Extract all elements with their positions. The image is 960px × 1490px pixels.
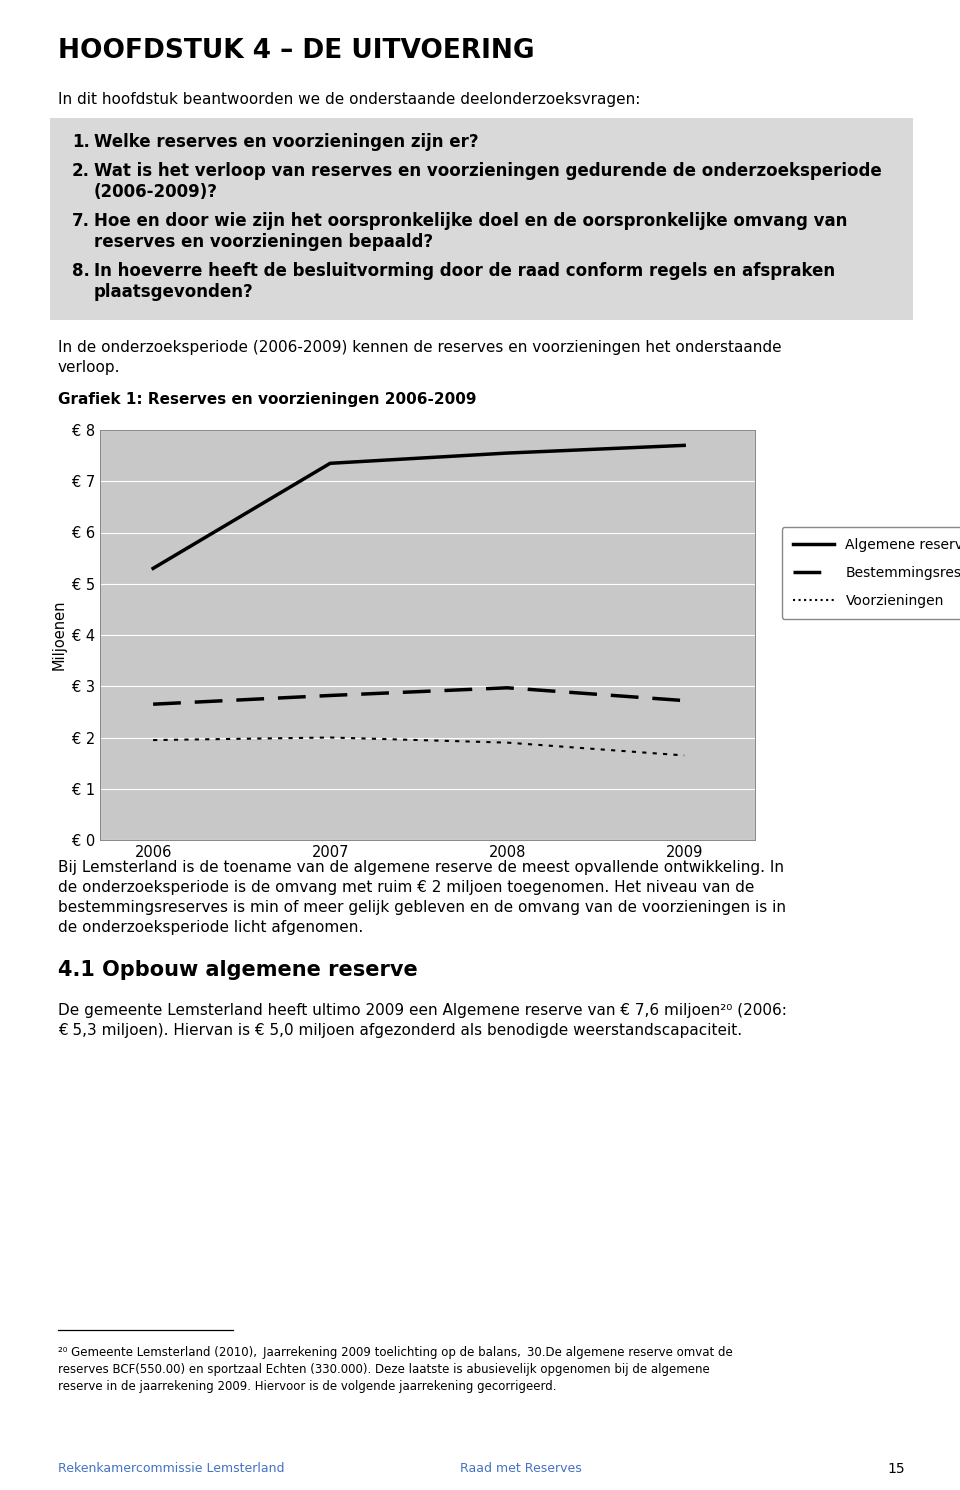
Text: In de onderzoeksperiode (2006-2009) kennen de reserves en voorzieningen het onde: In de onderzoeksperiode (2006-2009) kenn… — [58, 340, 781, 355]
Text: In hoeverre heeft de besluitvorming door de raad conform regels en afspraken: In hoeverre heeft de besluitvorming door… — [94, 262, 835, 280]
Text: 4.1 Opbouw algemene reserve: 4.1 Opbouw algemene reserve — [58, 960, 418, 980]
Text: de onderzoeksperiode licht afgenomen.: de onderzoeksperiode licht afgenomen. — [58, 919, 363, 936]
Text: 2.: 2. — [72, 162, 90, 180]
Text: reserves en voorzieningen bepaald?: reserves en voorzieningen bepaald? — [94, 232, 433, 250]
Text: Bij Lemsterland is de toename van de algemene reserve de meest opvallende ontwik: Bij Lemsterland is de toename van de alg… — [58, 860, 784, 875]
Legend: Algemene reserve, Bestemmingsreserve, Voorzieningen: Algemene reserve, Bestemmingsreserve, Vo… — [781, 527, 960, 620]
Text: de onderzoeksperiode is de omvang met ruim € 2 miljoen toegenomen. Het niveau va: de onderzoeksperiode is de omvang met ru… — [58, 881, 755, 895]
Text: plaatsgevonden?: plaatsgevonden? — [94, 283, 253, 301]
Text: (2006-2009)?: (2006-2009)? — [94, 183, 218, 201]
Text: Hoe en door wie zijn het oorspronkelijke doel en de oorspronkelijke omvang van: Hoe en door wie zijn het oorspronkelijke… — [94, 212, 848, 229]
Text: 15: 15 — [887, 1462, 905, 1477]
Text: reserve in de jaarrekening 2009. Hiervoor is de volgende jaarrekening gecorrigee: reserve in de jaarrekening 2009. Hiervoo… — [58, 1380, 557, 1393]
Bar — [50, 118, 913, 320]
Text: 1.: 1. — [72, 133, 90, 150]
Text: reserves BCF(550.00) en sportzaal Echten (330.000). Deze laatste is abusievelijk: reserves BCF(550.00) en sportzaal Echten… — [58, 1363, 709, 1375]
Text: Rekenkamercommissie Lemsterland: Rekenkamercommissie Lemsterland — [58, 1462, 284, 1475]
Text: HOOFDSTUK 4 – DE UITVOERING: HOOFDSTUK 4 – DE UITVOERING — [58, 39, 535, 64]
Text: bestemmingsreserves is min of meer gelijk gebleven en de omvang van de voorzieni: bestemmingsreserves is min of meer gelij… — [58, 900, 786, 915]
Text: 8.: 8. — [72, 262, 90, 280]
Text: In dit hoofdstuk beantwoorden we de onderstaande deelonderzoeksvragen:: In dit hoofdstuk beantwoorden we de onde… — [58, 92, 640, 107]
Text: Raad met Reserves: Raad met Reserves — [460, 1462, 582, 1475]
Text: De gemeente Lemsterland heeft ultimo 2009 een Algemene reserve van € 7,6 miljoen: De gemeente Lemsterland heeft ultimo 200… — [58, 1003, 787, 1018]
Text: 7.: 7. — [72, 212, 90, 229]
Text: € 5,3 miljoen). Hiervan is € 5,0 miljoen afgezonderd als benodigde weerstandscap: € 5,3 miljoen). Hiervan is € 5,0 miljoen… — [58, 1024, 742, 1039]
Text: ²⁰ Gemeente Lemsterland (2010),  Jaarrekening 2009 toelichting op de balans,  30: ²⁰ Gemeente Lemsterland (2010), Jaarreke… — [58, 1345, 732, 1359]
Text: Welke reserves en voorzieningen zijn er?: Welke reserves en voorzieningen zijn er? — [94, 133, 479, 150]
Text: verloop.: verloop. — [58, 361, 121, 375]
Text: Grafiek 1: Reserves en voorzieningen 2006-2009: Grafiek 1: Reserves en voorzieningen 200… — [58, 392, 476, 407]
Y-axis label: Miljoenen: Miljoenen — [51, 600, 66, 670]
Text: Wat is het verloop van reserves en voorzieningen gedurende de onderzoeksperiode: Wat is het verloop van reserves en voorz… — [94, 162, 881, 180]
